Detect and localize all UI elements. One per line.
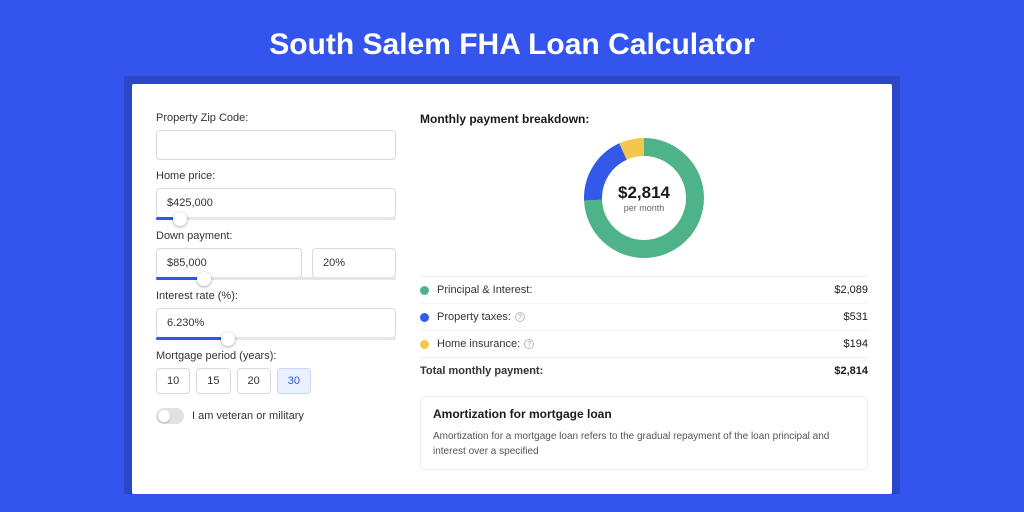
legend-row: Home insurance:?$194	[420, 330, 868, 357]
home-price-field: Home price:	[156, 170, 396, 220]
interest-rate-slider-thumb[interactable]	[221, 332, 235, 346]
legend-amount: $531	[844, 311, 868, 323]
legend-amount: $2,089	[834, 284, 868, 296]
donut-center: $2,814 per month	[584, 138, 704, 258]
veteran-label: I am veteran or military	[192, 410, 304, 422]
donut-center-sub: per month	[624, 203, 665, 213]
home-price-slider-thumb[interactable]	[173, 212, 187, 226]
legend-label: Property taxes:?	[437, 311, 844, 323]
period-buttons: 1015 2030	[156, 368, 396, 394]
legend: Principal & Interest:$2,089Property taxe…	[420, 276, 868, 357]
amortization-title: Amortization for mortgage loan	[433, 407, 855, 421]
period-button-30[interactable]: 30	[277, 368, 311, 394]
legend-dot	[420, 313, 429, 322]
donut-chart: $2,814 per month	[584, 138, 704, 258]
period-button-20[interactable]: 20	[237, 368, 271, 394]
down-payment-input[interactable]	[156, 248, 302, 278]
interest-rate-slider-fill	[156, 337, 228, 340]
calculator-card: Property Zip Code: Home price: Down paym…	[132, 84, 892, 494]
zip-field: Property Zip Code:	[156, 112, 396, 160]
period-button-10[interactable]: 10	[156, 368, 190, 394]
zip-label: Property Zip Code:	[156, 112, 396, 124]
veteran-row: I am veteran or military	[156, 408, 396, 424]
down-payment-field: Down payment:	[156, 230, 396, 280]
interest-rate-input[interactable]	[156, 308, 396, 338]
legend-label: Principal & Interest:	[437, 284, 834, 296]
donut-center-value: $2,814	[618, 183, 670, 203]
interest-rate-slider[interactable]	[156, 337, 396, 340]
down-payment-pct-input[interactable]	[312, 248, 396, 278]
breakdown-column: Monthly payment breakdown: $2,814 per mo…	[420, 112, 868, 474]
period-button-15[interactable]: 15	[196, 368, 230, 394]
home-price-slider[interactable]	[156, 217, 396, 220]
legend-dot	[420, 340, 429, 349]
zip-input[interactable]	[156, 130, 396, 160]
info-icon[interactable]: ?	[524, 339, 534, 349]
breakdown-title: Monthly payment breakdown:	[420, 112, 868, 126]
total-label: Total monthly payment:	[420, 365, 834, 377]
interest-rate-label: Interest rate (%):	[156, 290, 396, 302]
interest-rate-field: Interest rate (%):	[156, 290, 396, 340]
veteran-toggle[interactable]	[156, 408, 184, 424]
home-price-label: Home price:	[156, 170, 396, 182]
down-payment-label: Down payment:	[156, 230, 396, 242]
legend-label: Home insurance:?	[437, 338, 844, 350]
donut-wrap: $2,814 per month	[420, 132, 868, 276]
mortgage-period-field: Mortgage period (years): 1015 2030	[156, 350, 396, 394]
form-column: Property Zip Code: Home price: Down paym…	[156, 112, 396, 474]
amortization-section: Amortization for mortgage loan Amortizat…	[420, 396, 868, 470]
legend-dot	[420, 286, 429, 295]
down-payment-slider-thumb[interactable]	[197, 272, 211, 286]
legend-amount: $194	[844, 338, 868, 350]
legend-row: Property taxes:?$531	[420, 303, 868, 330]
amortization-text: Amortization for a mortgage loan refers …	[433, 429, 855, 459]
down-payment-slider[interactable]	[156, 277, 396, 280]
info-icon[interactable]: ?	[515, 312, 525, 322]
legend-row: Principal & Interest:$2,089	[420, 277, 868, 303]
total-row: Total monthly payment: $2,814	[420, 357, 868, 384]
home-price-input[interactable]	[156, 188, 396, 218]
mortgage-period-label: Mortgage period (years):	[156, 350, 396, 362]
page-title: South Salem FHA Loan Calculator	[0, 0, 1024, 82]
total-amount: $2,814	[834, 365, 868, 377]
